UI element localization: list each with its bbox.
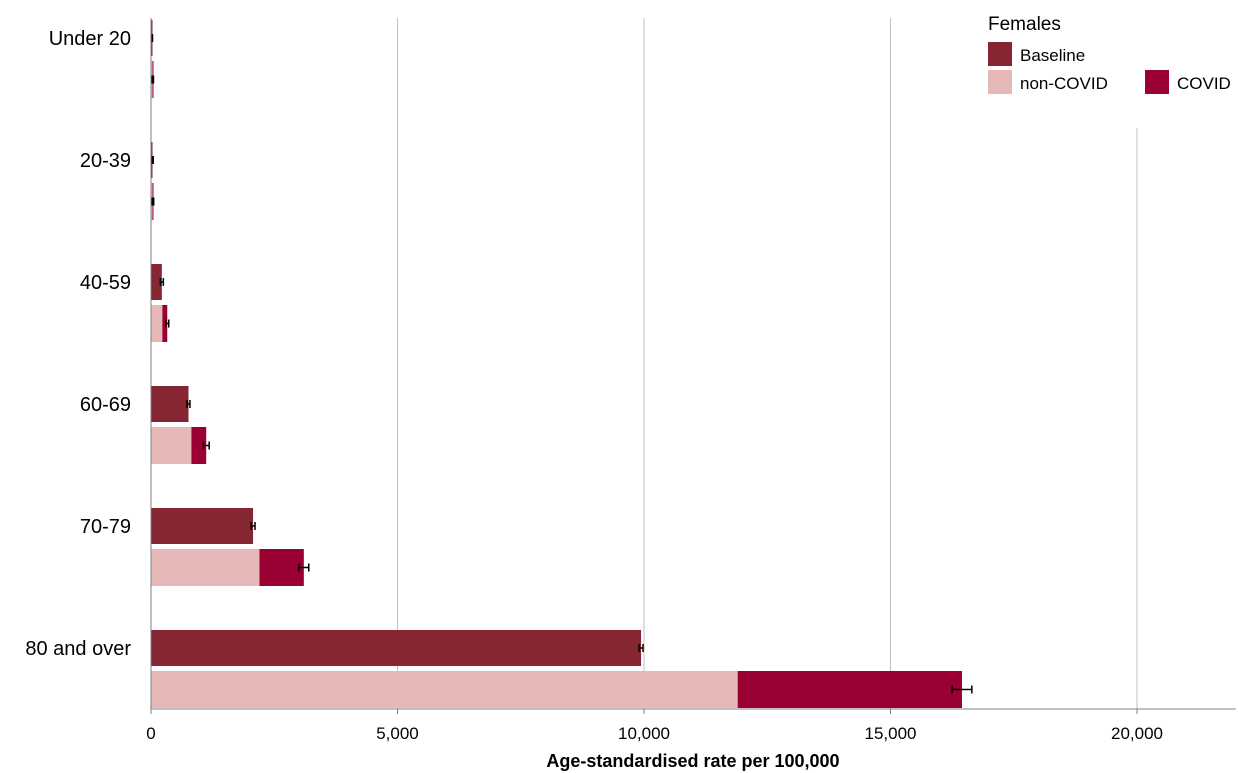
error-bar (638, 644, 644, 652)
category-labels: Under 20 20-39 40-59 60-69 70-79 80 and over (25, 28, 131, 660)
x-tick-label: 20,000 (1111, 724, 1163, 743)
legend-swatch-covid (1145, 70, 1169, 94)
axes (150, 18, 1236, 714)
bar-baseline (151, 630, 642, 666)
legend-label-non-covid: non-COVID (1020, 74, 1108, 93)
error-bar (298, 563, 310, 572)
error-bar (951, 685, 973, 694)
legend-label-baseline: Baseline (1020, 46, 1085, 65)
x-tick-label: 0 (146, 724, 155, 743)
bar-baseline (151, 386, 189, 422)
error-bar (186, 400, 191, 408)
legend-swatch-baseline (988, 42, 1012, 66)
x-tick-label: 10,000 (618, 724, 670, 743)
error-bar (202, 441, 210, 450)
error-bar (159, 278, 165, 286)
x-axis-title: Age-standardised rate per 100,000 (546, 751, 839, 771)
legend-swatch-non-covid (988, 70, 1012, 94)
bar-baseline (151, 264, 162, 300)
bar-covid (162, 305, 168, 342)
bar-non-covid (151, 671, 738, 708)
error-bar (151, 75, 155, 84)
bar-non-covid (151, 305, 163, 342)
legend: Females Baseline non-COVID COVID (966, 4, 1238, 124)
error-bar (150, 34, 154, 42)
x-tick-label: 15,000 (865, 724, 917, 743)
category-label: 70-79 (80, 516, 131, 538)
category-label: 20-39 (80, 150, 131, 172)
bar-covid (191, 427, 207, 464)
error-bar (165, 319, 170, 328)
error-bar (150, 156, 154, 164)
category-label: 40-59 (80, 272, 131, 294)
bars (151, 20, 962, 708)
bar-non-covid (151, 427, 192, 464)
error-bar (151, 197, 155, 206)
bar-covid (259, 549, 304, 586)
category-label: Under 20 (49, 28, 131, 50)
legend-title: Females (988, 14, 1061, 35)
gridlines (397, 18, 1138, 709)
category-label: 80 and over (25, 638, 131, 660)
x-tick-labels: 0 5,000 10,000 15,000 20,000 (146, 724, 1163, 743)
bar-non-covid (151, 549, 260, 586)
category-label: 60-69 (80, 394, 131, 416)
error-bar (250, 522, 256, 530)
error-bars (150, 34, 973, 694)
x-tick-label: 5,000 (376, 724, 419, 743)
bar-baseline (151, 508, 254, 544)
legend-label-covid: COVID (1177, 74, 1231, 93)
bar-covid (737, 671, 962, 708)
